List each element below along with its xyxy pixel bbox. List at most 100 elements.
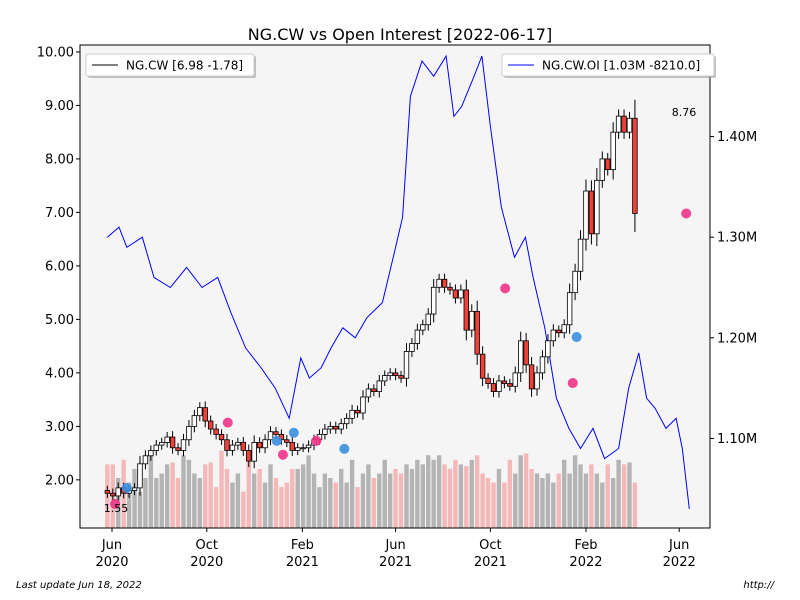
volume-bar [306, 455, 311, 528]
volume-bar [344, 482, 349, 528]
volume-bar [540, 477, 545, 528]
candle-body [295, 447, 301, 451]
volume-bar [208, 462, 213, 528]
candle-body [539, 356, 546, 374]
candle-body [104, 490, 111, 494]
candle-body [420, 324, 426, 331]
volume-bar [627, 462, 632, 528]
volume-bar [589, 464, 594, 528]
candle-body [463, 289, 470, 331]
candle-body [430, 286, 437, 315]
volume-bar [436, 455, 442, 528]
candle-body [115, 487, 121, 497]
x-axis-tick-month: Jun [384, 538, 405, 553]
volume-bar [382, 459, 387, 528]
chart-title: NG.CW vs Open Interest [2022-06-17] [248, 25, 552, 44]
plot-area [80, 45, 710, 528]
right-axis-tick-label: 1.20M [717, 331, 757, 346]
volume-bar [387, 473, 393, 528]
volume-bar [377, 473, 382, 528]
volume-bar [616, 459, 621, 528]
volume-bar [224, 468, 230, 528]
volume-bar [551, 482, 556, 528]
last-update-label: Last update Jun 18, 2022 [16, 580, 142, 591]
candle-body [273, 431, 279, 435]
volume-bar [219, 450, 224, 528]
volume-bar [404, 464, 409, 528]
volume-bar [464, 466, 469, 528]
x-axis-tick-month: Oct [479, 538, 501, 553]
buy-signal-marker [121, 482, 132, 493]
volume-bar [523, 453, 529, 528]
candle-body [197, 407, 203, 417]
volume-bar [246, 459, 251, 528]
volume-bar [311, 473, 317, 528]
candle-body [376, 380, 382, 393]
candle-body [207, 420, 214, 430]
right-axis-tick-label: 1.10M [717, 432, 757, 447]
left-axis-tick-label: 6.00 [45, 259, 74, 274]
volume-bar [366, 464, 371, 528]
volume-bar [284, 482, 290, 528]
volume-bar [143, 477, 148, 528]
candle-body [235, 442, 241, 446]
candle-body [229, 444, 236, 451]
x-axis-tick-year: 2022 [663, 555, 696, 570]
volume-bar [605, 464, 610, 528]
x-axis-tick-year: 2021 [379, 555, 412, 570]
candle-body [137, 463, 143, 489]
left-axis-tick-label: 10.00 [37, 45, 74, 60]
candle-body [289, 442, 295, 451]
volume-bar [290, 468, 295, 528]
sell-signal-marker [567, 378, 578, 389]
candle-body [333, 425, 339, 430]
legend-price-label: NG.CW [6.98 -1.78] [126, 59, 243, 73]
candle-body [512, 372, 518, 387]
volume-bar [279, 487, 284, 528]
candle-body [479, 353, 486, 379]
volume-bar [491, 482, 496, 528]
candle-body [605, 158, 611, 171]
candle-body [246, 450, 252, 462]
volume-bar [235, 473, 241, 528]
volume-bar [610, 477, 616, 528]
volume-bar [251, 473, 257, 528]
right-axis-tick-label: 1.30M [717, 231, 757, 246]
candle-body [566, 292, 573, 326]
buy-signal-marker [571, 332, 582, 343]
candle-body [224, 439, 230, 451]
candle-body [305, 444, 312, 449]
volume-bar [600, 482, 605, 528]
legend-oi-box [501, 53, 715, 77]
candle-body [186, 425, 192, 441]
candle-body [621, 115, 627, 133]
candle-body [343, 417, 350, 425]
volume-bar [426, 455, 431, 528]
candle-body [398, 375, 404, 379]
x-axis-tick-year: 2021 [474, 555, 507, 570]
volume-bar [148, 455, 154, 528]
volume-bar [322, 473, 328, 528]
volume-bar [360, 473, 366, 528]
volume-bar [513, 473, 518, 528]
candle-body [175, 447, 181, 451]
candle-body [588, 190, 595, 235]
candle-body [610, 131, 616, 171]
volume-bar [349, 459, 355, 528]
candle-body [191, 415, 198, 427]
volume-bar [529, 468, 534, 528]
volume-bar [257, 468, 262, 528]
volume-bar [567, 473, 572, 528]
volume-bar [485, 477, 491, 528]
candle-body [164, 436, 170, 443]
candle-body [458, 289, 464, 299]
x-axis-tick-month: Feb [574, 538, 597, 553]
volume-bar [241, 491, 246, 528]
volume-bar [262, 482, 268, 528]
volume-bar [562, 459, 567, 528]
x-axis-tick-month: Oct [196, 538, 218, 553]
volume-bar [175, 477, 181, 528]
candle-body [159, 442, 165, 446]
